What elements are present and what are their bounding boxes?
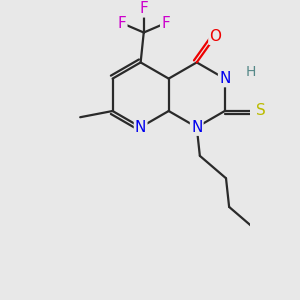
Text: N: N xyxy=(135,120,146,135)
Text: F: F xyxy=(140,2,148,16)
Text: H: H xyxy=(246,65,256,80)
Text: F: F xyxy=(161,16,170,31)
Text: F: F xyxy=(118,16,126,31)
Text: N: N xyxy=(191,120,202,135)
Text: O: O xyxy=(209,29,221,44)
Text: S: S xyxy=(256,103,266,118)
Text: N: N xyxy=(219,71,230,86)
